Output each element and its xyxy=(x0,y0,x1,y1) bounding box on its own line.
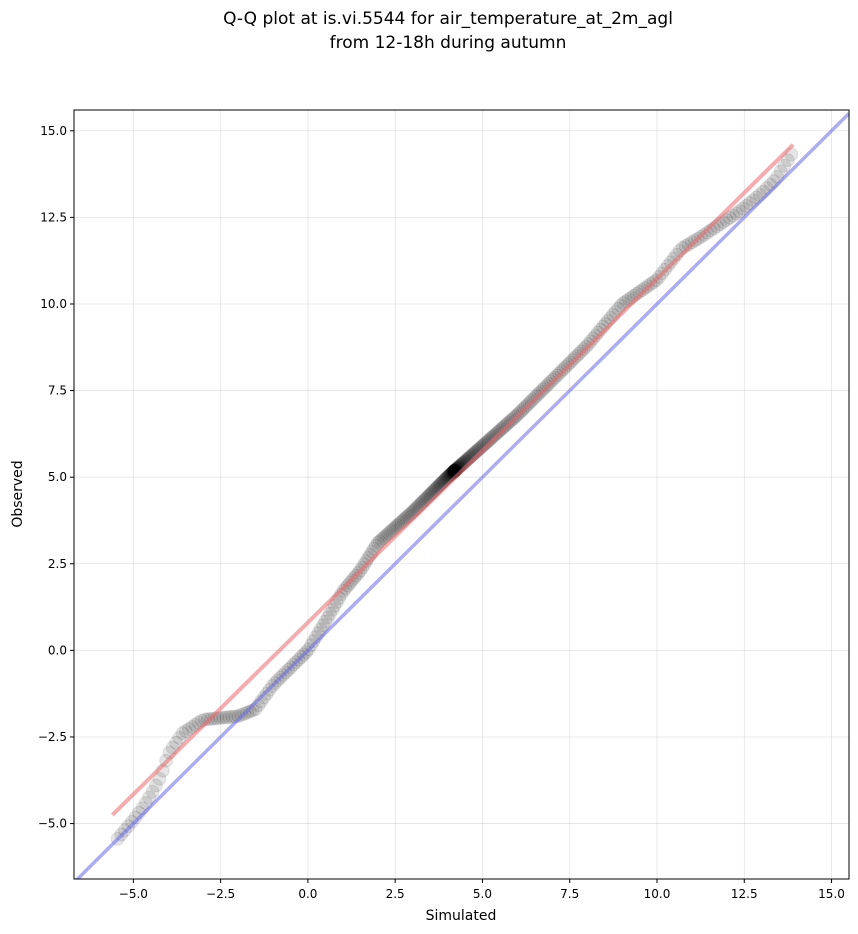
data-point xyxy=(492,423,507,438)
x-tick-label: −5.0 xyxy=(119,887,148,901)
y-tick-label: 5.0 xyxy=(48,470,67,484)
data-point xyxy=(124,814,139,829)
data-point xyxy=(381,526,396,541)
x-tick-label: 10.0 xyxy=(644,887,671,901)
x-tick-label: 0.0 xyxy=(298,887,317,901)
x-tick-label: 12.5 xyxy=(731,887,758,901)
grid-lines xyxy=(74,110,849,879)
data-point xyxy=(586,331,601,346)
data-point xyxy=(722,210,737,225)
data-point xyxy=(663,255,678,270)
data-point xyxy=(368,538,383,553)
data-point xyxy=(374,532,389,547)
identity-line xyxy=(75,112,849,879)
data-point xyxy=(320,610,335,625)
y-axis-ticks: −5.0 −2.5 0.0 2.5 5.0 7.5 10.0 12.5 15.0 xyxy=(38,124,74,831)
data-point xyxy=(149,778,164,793)
data-point xyxy=(172,730,187,745)
data-point xyxy=(773,164,788,179)
data-point xyxy=(142,790,157,805)
y-tick-label: −5.0 xyxy=(38,817,67,831)
data-point xyxy=(316,618,331,633)
data-point xyxy=(780,153,795,168)
x-tick-label: 5.0 xyxy=(473,887,492,901)
data-point xyxy=(777,158,792,173)
data-point xyxy=(325,602,340,617)
data-point xyxy=(257,690,272,705)
data-point xyxy=(385,523,400,538)
data-point xyxy=(145,784,160,799)
y-axis-label: Observed xyxy=(10,460,26,527)
x-axis-ticks: −5.0 −2.5 0.0 2.5 5.0 7.5 10.0 12.5 15.0 xyxy=(119,879,845,901)
data-point xyxy=(726,208,741,223)
y-tick-label: 10.0 xyxy=(40,297,67,311)
data-point xyxy=(488,427,503,442)
data-point xyxy=(175,726,190,741)
data-point xyxy=(376,531,391,546)
scatter-points xyxy=(110,147,799,846)
y-tick-label: 7.5 xyxy=(48,384,67,398)
chart-title-line-2: from 12-18h during autumn xyxy=(330,33,567,53)
data-point xyxy=(185,719,200,734)
data-point xyxy=(719,212,734,227)
y-tick-label: −2.5 xyxy=(38,730,67,744)
data-point xyxy=(491,424,506,439)
data-point xyxy=(327,598,342,613)
data-point xyxy=(242,704,257,719)
x-tick-label: 2.5 xyxy=(386,887,405,901)
data-point xyxy=(213,710,228,725)
data-point xyxy=(635,282,650,297)
x-tick-label: −2.5 xyxy=(206,887,235,901)
fit-line xyxy=(110,143,795,817)
data-point xyxy=(729,206,744,221)
data-point xyxy=(152,771,167,786)
y-tick-label: 15.0 xyxy=(40,124,67,138)
data-point xyxy=(372,534,387,549)
plot-frame xyxy=(73,109,850,880)
data-point xyxy=(219,710,234,725)
data-point xyxy=(379,527,394,542)
x-tick-label: 15.0 xyxy=(818,887,845,901)
data-point xyxy=(383,524,398,539)
data-point xyxy=(489,426,504,441)
data-point xyxy=(178,724,193,739)
data-point xyxy=(739,198,754,213)
data-point xyxy=(336,583,351,598)
data-point xyxy=(182,721,197,736)
data-point xyxy=(378,529,393,544)
data-point xyxy=(306,634,321,649)
y-tick-label: 12.5 xyxy=(40,210,67,224)
x-tick-label: 7.5 xyxy=(560,887,579,901)
data-point xyxy=(370,535,385,550)
chart-title-line-1: Q-Q plot at is.vi.5544 for air_temperatu… xyxy=(223,9,673,29)
data-point xyxy=(231,709,246,724)
y-tick-label: 2.5 xyxy=(48,557,67,571)
data-point xyxy=(216,710,231,725)
data-point xyxy=(323,606,338,621)
data-point xyxy=(735,201,750,216)
y-tick-label: 0.0 xyxy=(48,643,67,657)
data-point xyxy=(318,614,333,629)
x-axis-label: Simulated xyxy=(426,908,497,924)
data-point xyxy=(681,237,696,252)
data-point xyxy=(486,428,501,443)
data-point xyxy=(222,710,237,725)
data-point xyxy=(700,225,715,240)
data-point xyxy=(732,204,747,219)
data-point xyxy=(169,735,184,750)
